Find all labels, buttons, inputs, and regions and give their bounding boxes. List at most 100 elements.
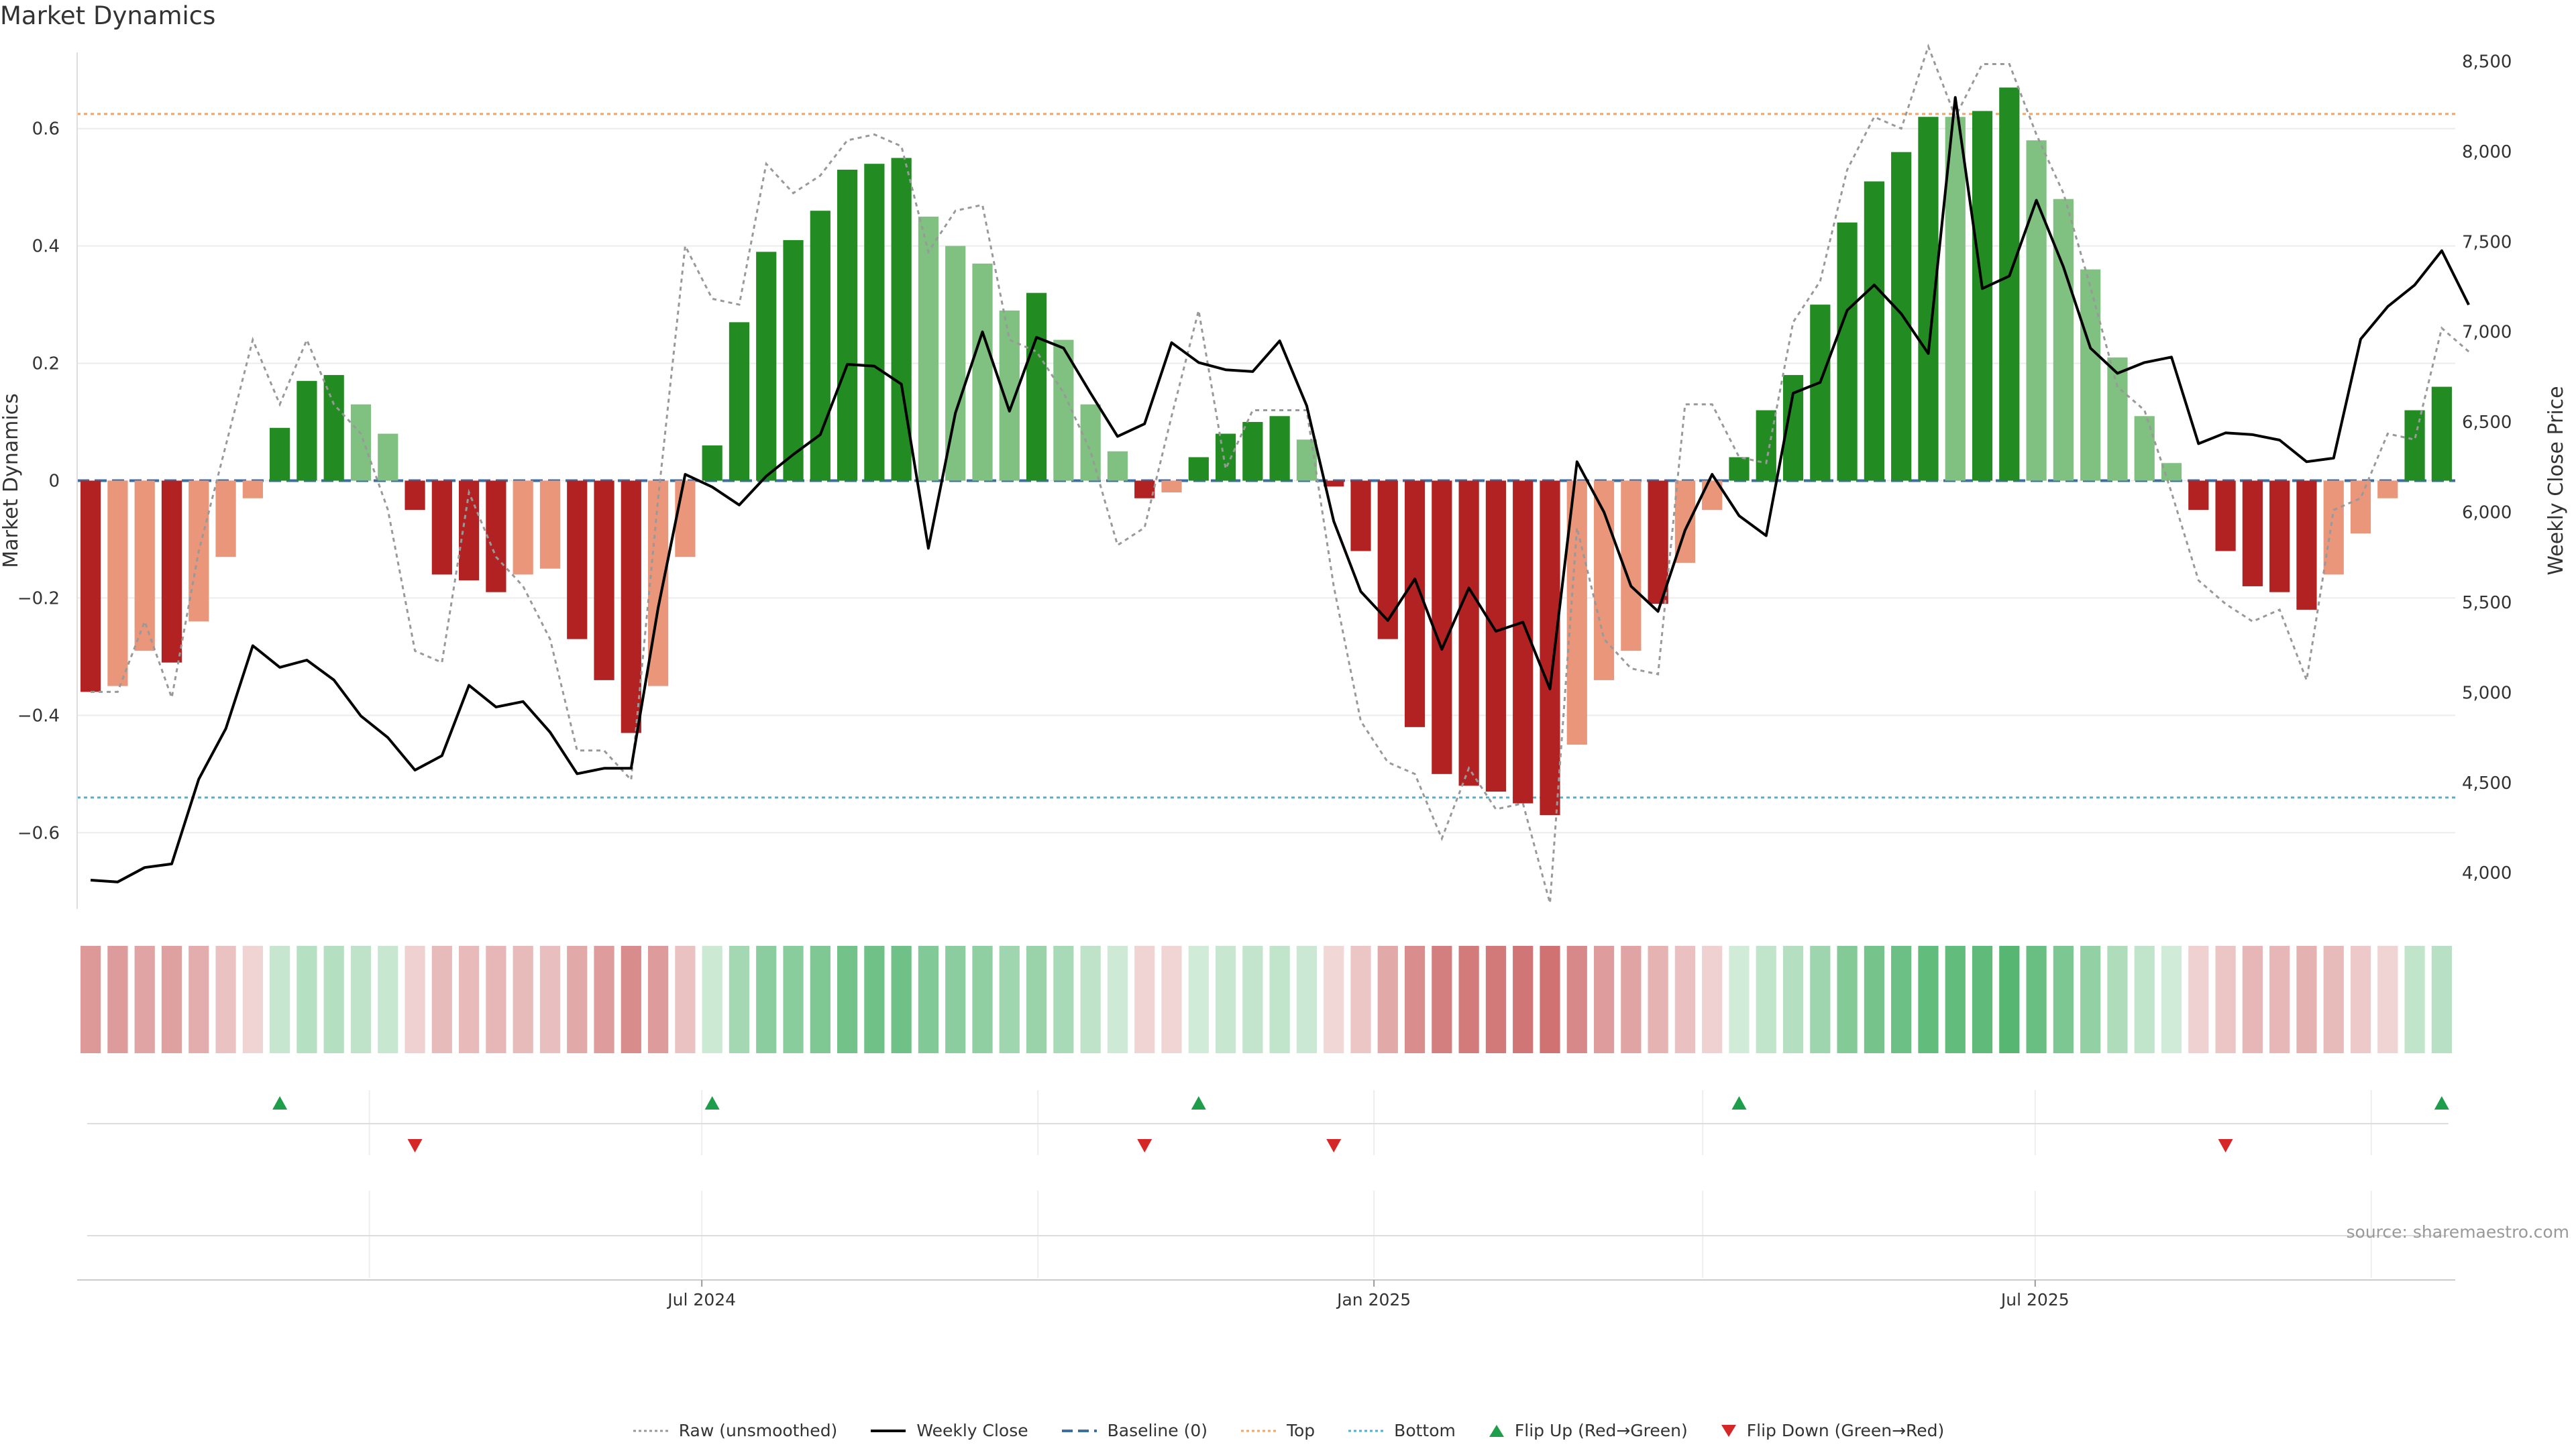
legend-item-raw: Raw (unsmoothed) [632,1421,837,1440]
dynamics-bar [1458,480,1479,786]
heat-cell [1377,946,1398,1053]
flip-up-marker [1731,1096,1747,1110]
y-tick-label: −0.6 [17,823,60,843]
heat-cell [2404,946,2425,1053]
y-tick-label: 0.4 [32,237,60,257]
heat-cell [2377,946,2398,1053]
heat-cell [1999,946,2020,1053]
dynamics-bar [972,263,993,481]
heat-cell [2269,946,2290,1053]
dynamics-bar [1891,152,1912,481]
y-tick-label: 0.6 [32,119,60,140]
legend-label-flip-down: Flip Down (Green→Red) [1746,1421,1945,1440]
dynamics-bar [1945,117,1966,481]
legend-item-flip-up: Flip Up (Red→Green) [1488,1421,1688,1440]
y-tick-label: 0.2 [32,354,60,374]
y2-tick-label: 6,000 [2462,503,2512,523]
heat-cell [270,946,290,1053]
heat-cell [810,946,830,1053]
flip-down-marker [1326,1139,1342,1152]
dynamics-bar [918,216,939,481]
heat-cell [107,946,128,1053]
heat-cell [1674,946,1696,1053]
heat-cell [1782,946,1804,1053]
dynamics-bar [1404,480,1426,727]
heat-cell [972,946,993,1053]
heat-cell [486,946,506,1053]
y2-tick-label: 5,500 [2462,593,2512,613]
dynamics-bar [2377,480,2398,498]
heat-cell [2215,946,2236,1053]
flip-up-marker [704,1096,720,1110]
y2-tick-label: 4,000 [2462,863,2512,883]
y2-tick-label: 5,000 [2462,683,2512,703]
dynamics-bar [783,239,804,481]
y2-tick-label: 8,500 [2462,52,2512,72]
dynamics-bar [1864,181,1884,481]
dynamics-bar [2188,480,2209,511]
dynamics-bar [297,380,317,481]
dynamics-bar [405,480,425,511]
dynamics-bar [1729,457,1750,481]
dynamics-bar [1053,339,1074,481]
heat-cell [1702,946,1723,1053]
dynamics-bar [431,480,452,575]
heat-cell [567,946,588,1053]
heat-cell [215,946,236,1053]
dynamics-bar [80,480,101,692]
heat-cell [1188,946,1209,1053]
y2-axis-title: Weekly Close Price [2544,386,2568,575]
heat-cell [1404,946,1426,1053]
heat-cell [621,946,641,1053]
heat-cell [1593,946,1615,1053]
dynamics-bar [2134,416,2155,481]
dynamics-bar [107,480,128,686]
heat-cell [1756,946,1776,1053]
dynamics-bar [1296,439,1318,481]
heat-cell [1566,946,1587,1053]
heat-cell [1891,946,1912,1053]
heat-cell [242,946,263,1053]
weekly-close-line [90,96,2470,883]
dynamics-bar [567,480,588,639]
y2-tick-label: 8,000 [2462,142,2512,162]
solid-black-line-icon [871,1429,906,1432]
heat-cell [918,946,939,1053]
dotted-gray-line-icon [633,1430,668,1432]
heat-cell [1837,946,1858,1053]
heat-cell [1080,946,1101,1053]
heat-strip [80,946,2452,1053]
dynamics-bar [1377,480,1398,639]
dynamics-bar [270,427,290,481]
dynamics-bar [2053,199,2074,481]
dynamics-bar [1837,222,1858,481]
dynamics-bars [80,87,2452,816]
dynamics-bar [2080,269,2101,481]
dynamics-bar [1324,480,1344,487]
y-tick-label: −0.4 [17,706,60,726]
dynamics-bar [1432,480,1452,774]
legend-item-close: Weekly Close [869,1421,1028,1440]
legend-label-baseline: Baseline (0) [1107,1421,1208,1440]
heat-cell [1242,946,1263,1053]
dynamics-bar [1540,480,1560,816]
heat-cell [1458,946,1479,1053]
heat-cell [1945,946,1966,1053]
flip-up-marker [1191,1096,1206,1110]
dynamics-bar [1648,480,1668,604]
heat-cell [1621,946,1642,1053]
dynamics-bar [1215,433,1236,481]
flip-down-marker [1137,1139,1152,1152]
heat-cell [945,946,966,1053]
heat-cell [1296,946,1318,1053]
heat-cell [1972,946,1993,1053]
dynamics-bar [1269,416,1290,481]
dynamics-bar [675,480,696,557]
heat-cell [891,946,912,1053]
flip-down-marker [407,1139,423,1152]
heat-cell [999,946,1020,1053]
heat-cell [405,946,425,1053]
heat-cell [1161,946,1182,1053]
heat-cell [2161,946,2182,1053]
heat-cell [134,946,155,1053]
